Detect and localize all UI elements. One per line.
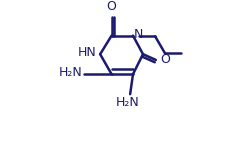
Text: H₂N: H₂N xyxy=(115,96,139,109)
Text: H₂N: H₂N xyxy=(59,66,82,79)
Text: N: N xyxy=(134,28,143,41)
Text: O: O xyxy=(107,0,117,13)
Text: HN: HN xyxy=(78,46,97,59)
Text: O: O xyxy=(160,53,170,66)
